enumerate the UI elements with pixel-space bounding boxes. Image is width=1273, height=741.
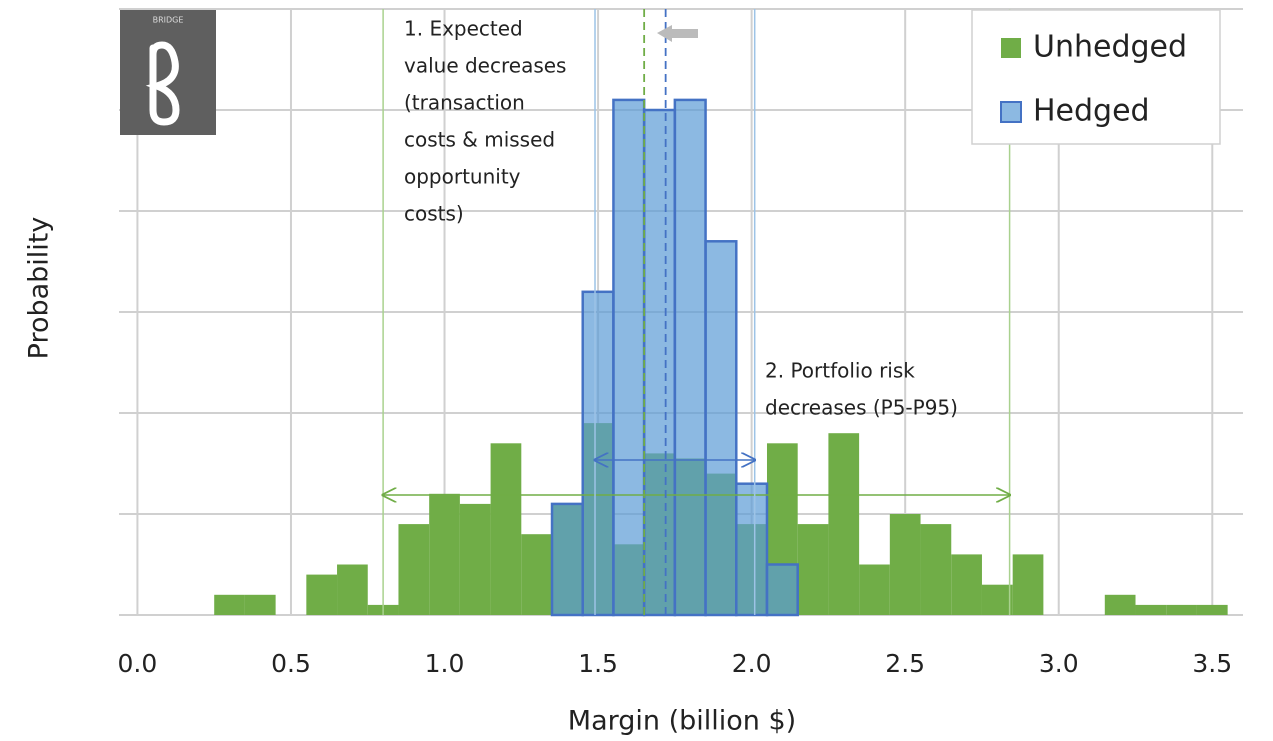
legend-label: Unhedged xyxy=(1033,30,1187,65)
bar xyxy=(735,482,769,617)
bar xyxy=(581,290,615,617)
bar xyxy=(642,108,677,617)
x-tick-label: 0.5 xyxy=(271,649,311,678)
x-tick-label: 3.0 xyxy=(1039,649,1079,678)
bar xyxy=(490,443,522,615)
bar xyxy=(765,563,799,617)
bar xyxy=(1135,604,1167,615)
x-tick-label: 2.5 xyxy=(885,649,925,678)
bar xyxy=(951,554,982,615)
logo-text: BRIDGE xyxy=(153,16,184,25)
bar xyxy=(828,433,860,615)
bar xyxy=(550,502,584,617)
bar xyxy=(612,98,646,617)
bar xyxy=(889,514,921,615)
bar xyxy=(337,564,368,615)
bar xyxy=(214,594,245,615)
annotation: value decreases xyxy=(404,54,566,78)
bar xyxy=(920,524,952,615)
bar xyxy=(859,564,890,615)
bar xyxy=(244,594,276,615)
bar xyxy=(429,493,460,615)
annotation: (transaction xyxy=(404,91,525,115)
bar xyxy=(521,534,553,615)
legend-swatch xyxy=(1001,38,1021,58)
logo-box xyxy=(120,10,216,135)
x-tick-label: 2.0 xyxy=(732,649,772,678)
y-axis-title: Probability xyxy=(24,217,55,360)
shift-arrow xyxy=(657,25,698,42)
annotation: 2. Portfolio risk xyxy=(765,359,915,383)
bar xyxy=(981,584,1013,615)
bar xyxy=(1104,594,1136,615)
annotation: opportunity xyxy=(404,165,521,189)
logo-mark xyxy=(145,41,180,126)
bar xyxy=(1012,554,1044,615)
annotation: decreases (P5-P95) xyxy=(765,396,958,420)
x-tick-label: 1.0 xyxy=(425,649,465,678)
annotation: costs) xyxy=(404,202,464,226)
bar xyxy=(459,503,491,615)
x-tick-label: 0.0 xyxy=(118,649,158,678)
bar xyxy=(797,524,829,615)
x-tick-label: 1.5 xyxy=(578,649,618,678)
legend-label: Hedged xyxy=(1033,94,1150,129)
bar xyxy=(704,240,738,617)
x-tick-label: 3.5 xyxy=(1192,649,1232,678)
x-axis-title: Margin (billion $) xyxy=(568,706,796,737)
bar xyxy=(398,524,430,615)
bar xyxy=(306,574,338,615)
bar xyxy=(1166,604,1197,615)
bar xyxy=(1196,604,1228,615)
bar xyxy=(673,98,707,617)
legend-swatch xyxy=(1000,101,1022,123)
annotation: costs & missed xyxy=(404,128,555,152)
annotation: 1. Expected xyxy=(404,17,523,41)
